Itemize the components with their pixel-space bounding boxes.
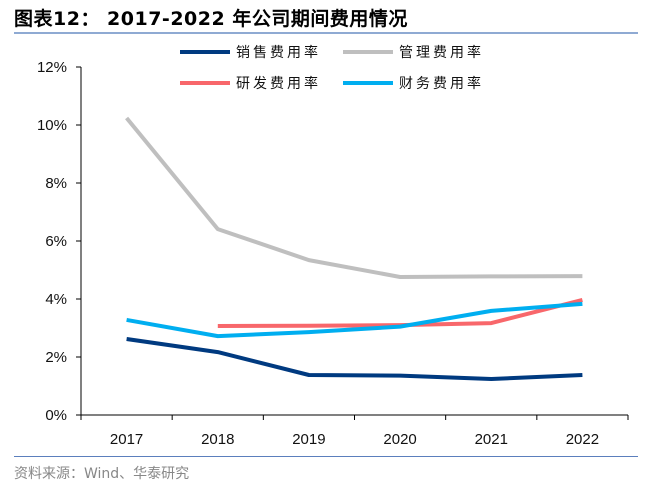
- series-lines: [125, 116, 583, 381]
- x-tick-label: 2019: [292, 431, 325, 448]
- series-line-研发费用率: [217, 297, 583, 328]
- y-tick-label: 8%: [45, 175, 67, 192]
- legend-label: 销售费用率: [236, 44, 321, 61]
- y-tick-label: 2%: [45, 349, 67, 366]
- y-tick-label: 0%: [45, 407, 67, 424]
- source-divider: [14, 456, 638, 457]
- y-tick-label: 12%: [37, 59, 67, 76]
- legend-label: 研发费用率: [236, 75, 321, 92]
- title-divider: [14, 32, 638, 34]
- series-line-财务费用率: [126, 301, 583, 339]
- legend-label: 财务费用率: [399, 75, 484, 92]
- x-tick-label: 2022: [566, 431, 599, 448]
- x-tick-label: 2017: [110, 431, 143, 448]
- series-line-管理费用率: [125, 116, 583, 279]
- x-tick-label: 2021: [475, 431, 508, 448]
- x-tick-label: 2018: [201, 431, 234, 448]
- axes: 0% 2% 4% 6% 8% 10% 12% 2017 2018 2019 2020 2021 2022: [37, 59, 629, 448]
- legend-label: 管理费用率: [399, 44, 484, 61]
- x-tick-label: 2020: [383, 431, 416, 448]
- y-tick-label: 6%: [45, 233, 67, 250]
- y-tick-label: 4%: [45, 291, 67, 308]
- source-note: 资料来源：Wind、华泰研究: [14, 466, 190, 482]
- y-tick-label: 10%: [37, 117, 67, 134]
- series-line-销售费用率: [126, 337, 583, 381]
- figure-title: 图表12： 2017-2022 年公司期间费用情况: [14, 8, 408, 30]
